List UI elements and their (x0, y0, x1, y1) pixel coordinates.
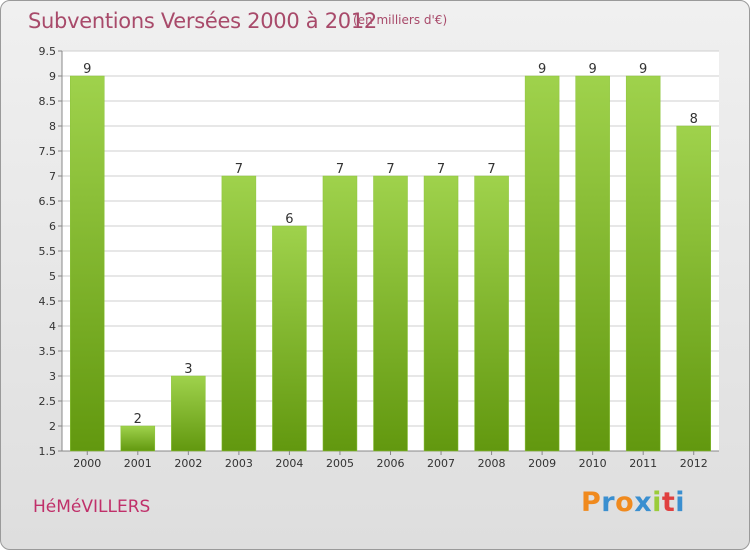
bar-2005 (322, 175, 358, 452)
y-tick-label: 8 (49, 120, 56, 133)
y-tick-label: 1.5 (39, 445, 57, 458)
y-tick-label: 8.5 (39, 95, 57, 108)
commune-name: HéMéVILLERS (33, 497, 151, 517)
bar-2003 (221, 175, 257, 452)
chart-title: Subventions Versées 2000 à 2012 (28, 9, 377, 33)
x-tick-label: 2000 (73, 457, 101, 470)
y-tick-label: 5 (49, 270, 56, 283)
data-label: 7 (386, 162, 394, 177)
data-label: 8 (690, 112, 698, 127)
data-label: 3 (184, 362, 192, 377)
y-tick-label: 2.5 (39, 395, 57, 408)
chart-subtitle: (en milliers d'€) (353, 13, 448, 27)
proxiti-logo: Proxiti (581, 487, 686, 518)
bar-2007 (423, 175, 459, 452)
data-label: 9 (538, 62, 546, 77)
x-tick-label: 2010 (579, 457, 607, 470)
y-tick-label: 3 (49, 370, 56, 383)
data-label: 6 (285, 212, 293, 227)
data-label: 7 (437, 162, 445, 177)
x-tick-label: 2012 (680, 457, 708, 470)
y-tick-label: 9 (49, 70, 56, 83)
x-tick-label: 2003 (225, 457, 253, 470)
x-tick-label: 2005 (326, 457, 354, 470)
x-tick-label: 2011 (629, 457, 657, 470)
x-tick-label: 2007 (427, 457, 455, 470)
x-tick-label: 2009 (528, 457, 556, 470)
x-tick-label: 2001 (124, 457, 152, 470)
bar-2011 (625, 75, 661, 452)
y-tick-label: 6 (49, 220, 56, 233)
data-label: 9 (83, 62, 91, 77)
data-label: 7 (235, 162, 243, 177)
data-label: 9 (639, 62, 647, 77)
data-label: 7 (336, 162, 344, 177)
y-tick-label: 5.5 (39, 245, 57, 258)
x-tick-label: 2008 (478, 457, 506, 470)
bar-2006 (373, 175, 408, 452)
data-label: 9 (589, 62, 597, 77)
y-tick-label: 4 (49, 320, 56, 333)
x-tick-label: 2002 (174, 457, 202, 470)
y-tick-label: 3.5 (39, 345, 57, 358)
y-tick-label: 9.5 (39, 45, 57, 58)
y-tick-label: 7 (49, 170, 56, 183)
bar-2009 (524, 75, 560, 452)
bar-2010 (575, 75, 610, 452)
bar-2002 (171, 375, 206, 452)
bar-2001 (120, 425, 156, 452)
y-tick-label: 6.5 (39, 195, 57, 208)
data-label: 2 (134, 412, 142, 427)
x-tick-label: 2004 (275, 457, 303, 470)
y-tick-label: 4.5 (39, 295, 57, 308)
bar-2012 (676, 125, 711, 452)
y-tick-label: 7.5 (39, 145, 57, 158)
x-tick-label: 2006 (377, 457, 405, 470)
data-label: 7 (487, 162, 495, 177)
bar-2004 (272, 225, 307, 452)
bar-2000 (70, 75, 105, 452)
y-tick-label: 2 (49, 420, 56, 433)
bar-2008 (474, 175, 509, 452)
